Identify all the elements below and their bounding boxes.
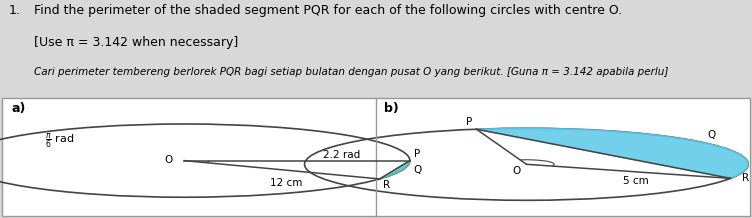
Text: 2.2 rad: 2.2 rad (323, 150, 360, 160)
Text: a): a) (11, 102, 26, 115)
Text: Q: Q (708, 130, 716, 140)
Text: [Use π = 3.142 when necessary]: [Use π = 3.142 when necessary] (34, 36, 238, 49)
Text: R: R (741, 173, 749, 183)
Text: 1.: 1. (9, 4, 21, 17)
Text: P: P (466, 117, 473, 127)
Text: O: O (512, 166, 520, 176)
Text: P: P (414, 149, 420, 159)
Text: Q: Q (414, 165, 422, 175)
Text: O: O (165, 155, 173, 165)
Text: 5 cm: 5 cm (623, 176, 649, 186)
Polygon shape (477, 128, 748, 178)
Text: Find the perimeter of the shaded segment PQR for each of the following circles w: Find the perimeter of the shaded segment… (34, 4, 622, 17)
Text: Cari perimeter tembereng berlorek PQR bagi setiap bulatan dengan pusat O yang be: Cari perimeter tembereng berlorek PQR ba… (34, 67, 669, 77)
Text: 12 cm: 12 cm (269, 178, 302, 188)
Text: $\frac{\pi}{6}$ rad: $\frac{\pi}{6}$ rad (45, 131, 75, 150)
Polygon shape (380, 161, 410, 179)
Text: b): b) (384, 102, 399, 115)
Text: R: R (384, 180, 390, 190)
